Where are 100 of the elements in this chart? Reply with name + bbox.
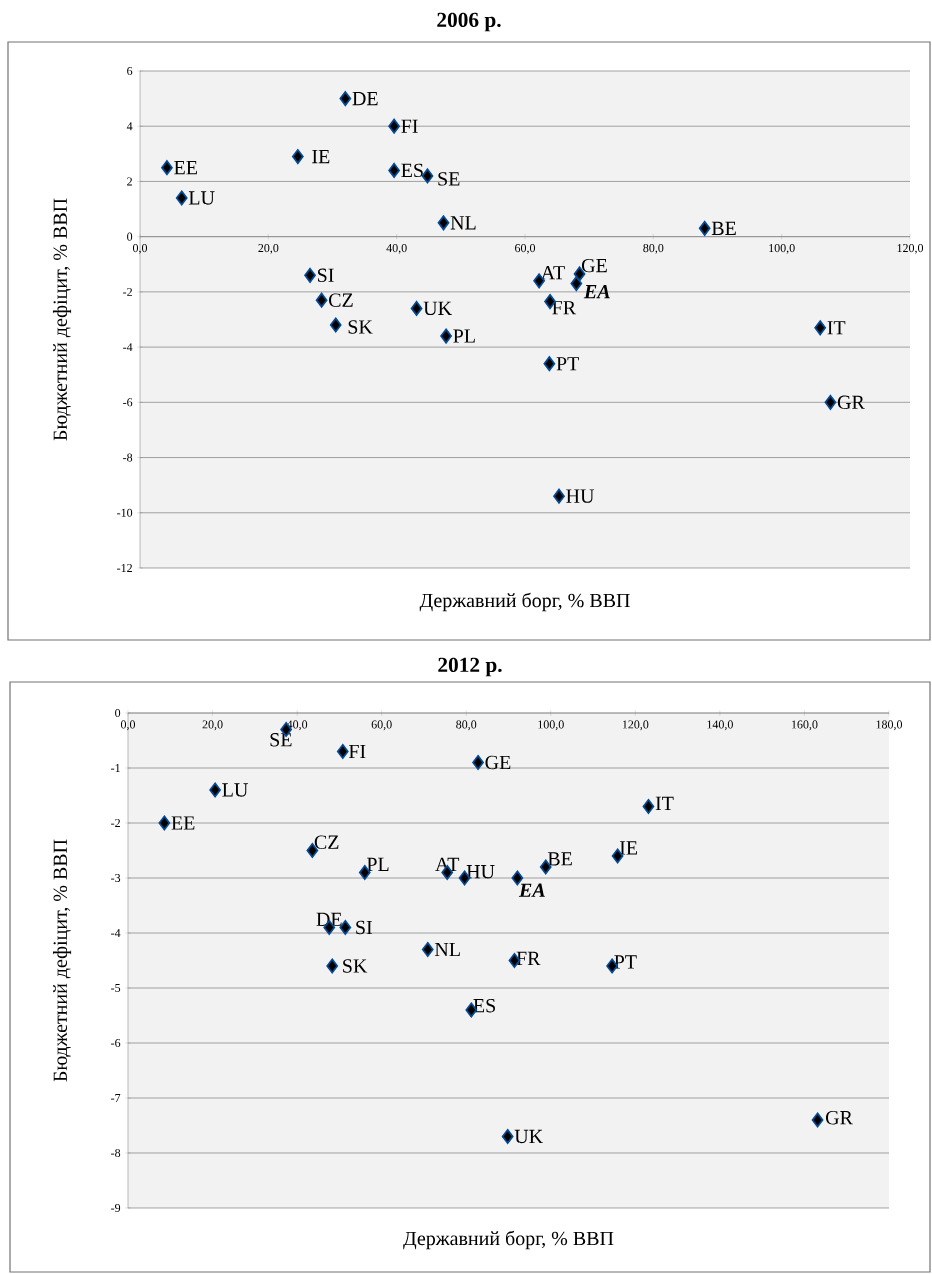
annotation: GR — [837, 395, 865, 410]
annotation: BE — [547, 852, 572, 866]
annotation: UK — [423, 301, 452, 316]
y-tick-label: -7 — [111, 1094, 121, 1102]
annotation: CZ — [329, 293, 353, 307]
annotation: SE — [438, 172, 460, 186]
y-tick-label: -2 — [111, 819, 120, 827]
y-tick-label: 6 — [127, 66, 133, 76]
y-tick-label: -6 — [123, 398, 133, 407]
annotation: IT — [827, 321, 846, 335]
annotation: SK — [348, 320, 373, 334]
annotation: SK — [343, 959, 368, 973]
point — [304, 267, 316, 283]
y-tick-label: -8 — [111, 1148, 121, 1158]
y-tick-label: -3 — [111, 873, 121, 883]
x-tick-label: 100,0 — [769, 244, 795, 254]
y-tick-label: -8 — [123, 453, 133, 462]
x-tick-label: 120,0 — [897, 244, 924, 254]
point — [824, 394, 837, 410]
annotation: EA — [518, 883, 545, 897]
x-tick-label: 60,0 — [371, 720, 392, 731]
annotation: FI — [348, 744, 366, 759]
chart-title: 2012 р. — [438, 657, 502, 677]
y-tick-label: -12 — [117, 564, 132, 572]
point — [315, 292, 328, 308]
y-tick-label: -4 — [111, 929, 121, 937]
y-tick-label: 2 — [127, 177, 132, 186]
point — [209, 782, 221, 798]
annotation: FR — [516, 951, 541, 965]
annotation: EA — [583, 285, 610, 299]
annotation: FR — [552, 301, 577, 315]
x-tick-label: 180,0 — [876, 720, 903, 731]
point — [814, 320, 827, 336]
annotation: GE — [581, 258, 607, 273]
annotation: ES — [401, 163, 423, 178]
x-tick-label: 80,0 — [456, 720, 477, 731]
annotation: EE — [174, 161, 197, 175]
point — [421, 941, 434, 958]
point — [388, 162, 400, 178]
point — [326, 958, 339, 974]
x-axis-title: Державний борг, % ВВП — [403, 1230, 614, 1250]
annotation: SI — [356, 920, 372, 935]
point — [501, 1128, 514, 1145]
point — [472, 754, 484, 771]
y-tick-label: -2 — [123, 287, 132, 296]
annotation: GE — [485, 755, 511, 770]
y-tick-label: 0 — [115, 708, 121, 718]
annotation: ES — [473, 998, 495, 1013]
x-tick-label: 20,0 — [258, 244, 279, 254]
point — [158, 815, 171, 831]
y-tick-label: 4 — [126, 122, 133, 131]
point — [570, 276, 583, 292]
annotation: PL — [453, 329, 475, 343]
annotation: FI — [401, 119, 418, 133]
x-tick-label: 60,0 — [515, 244, 536, 254]
x-tick-label: 140,0 — [707, 720, 733, 731]
point — [421, 168, 434, 184]
x-tick-label: 120,0 — [622, 720, 649, 731]
point — [553, 488, 565, 504]
point — [440, 328, 452, 344]
point — [329, 317, 342, 333]
annotation: PL — [366, 857, 389, 871]
annotation: IE — [619, 841, 638, 855]
annotation: UK — [514, 1129, 543, 1144]
annotation: HU — [466, 865, 495, 879]
x-tick-label: 0,0 — [120, 720, 136, 731]
annotation: NL — [434, 942, 460, 957]
annotation: PT — [614, 955, 637, 969]
point — [543, 356, 556, 372]
y-axis-title: Бюджетний дефіцит, % ВВП — [52, 198, 72, 441]
annotation: DE — [352, 92, 378, 106]
point — [336, 743, 349, 760]
annotation: LU — [222, 783, 248, 797]
y-tick-label: 0 — [127, 232, 133, 241]
y-tick-label: -5 — [111, 984, 121, 992]
x-axis-title: Державний борг, % ВВП — [419, 592, 630, 612]
x-tick-label: 100,0 — [538, 720, 564, 731]
annotation: HU — [566, 489, 595, 503]
chart-title: 2006 р. — [437, 12, 501, 32]
x-tick-label: 80,0 — [643, 244, 664, 254]
annotation: LU — [188, 191, 215, 205]
x-tick-label: 160,0 — [791, 720, 818, 731]
annotation: NL — [450, 216, 476, 230]
annotation: GR — [825, 1110, 853, 1125]
annotation: IE — [312, 150, 330, 164]
point — [175, 190, 188, 206]
point — [388, 118, 400, 134]
point — [410, 300, 423, 316]
y-tick-label: -1 — [111, 764, 120, 772]
y-tick-label: -6 — [111, 1038, 121, 1048]
y-axis-title: Бюджетний дефіцит, % ВВП — [52, 839, 72, 1082]
annotation: SI — [317, 268, 334, 283]
annotation: IT — [655, 796, 674, 810]
annotation: AT — [540, 266, 565, 280]
point — [811, 1112, 824, 1128]
annotation: BE — [711, 221, 736, 235]
point — [291, 149, 304, 165]
point — [642, 798, 655, 815]
annotation: CZ — [314, 835, 339, 849]
point — [161, 160, 173, 176]
